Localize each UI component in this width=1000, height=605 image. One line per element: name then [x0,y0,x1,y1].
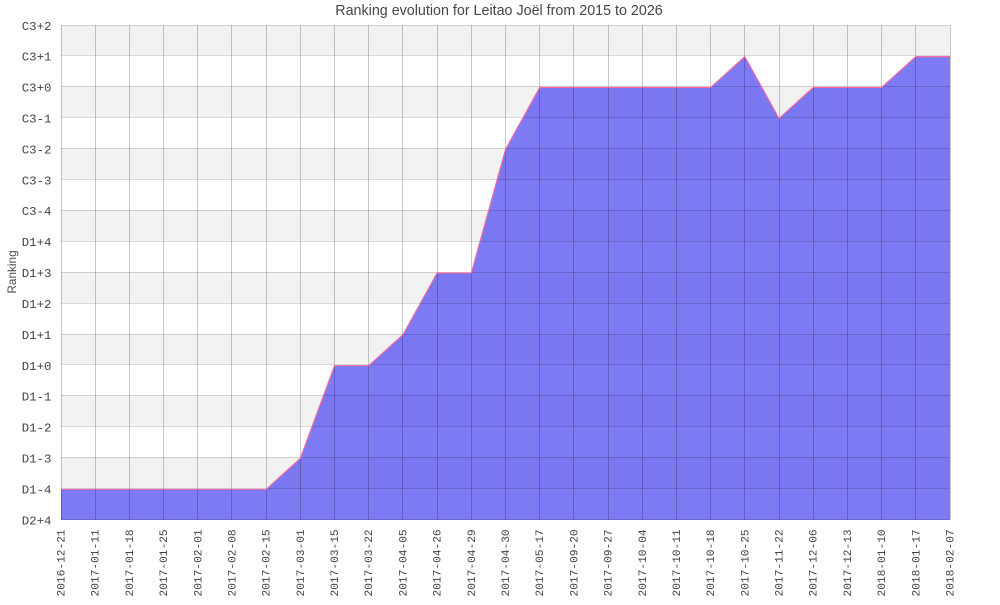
svg-text:2018-01-17: 2018-01-17 [911,529,923,596]
svg-text:2017-10-04: 2017-10-04 [638,529,650,596]
svg-text:2017-02-15: 2017-02-15 [262,529,274,596]
svg-text:2017-01-25: 2017-01-25 [159,529,171,596]
svg-text:2017-12-13: 2017-12-13 [843,529,855,596]
svg-text:2017-09-20: 2017-09-20 [569,529,581,596]
svg-text:2017-04-26: 2017-04-26 [433,529,445,596]
svg-text:2018-02-07: 2018-02-07 [946,529,958,596]
svg-text:2017-03-15: 2017-03-15 [330,529,342,596]
svg-text:C3+1: C3+1 [22,51,52,65]
svg-text:D1-3: D1-3 [22,453,52,467]
svg-text:2017-04-30: 2017-04-30 [501,529,513,596]
svg-text:D1+0: D1+0 [22,360,52,374]
svg-text:Ranking: Ranking [5,250,19,293]
svg-text:2017-05-17: 2017-05-17 [535,529,547,596]
svg-text:C3-2: C3-2 [22,143,52,157]
svg-text:2017-04-05: 2017-04-05 [398,529,410,596]
svg-text:D2+4: D2+4 [22,514,52,528]
svg-text:D1-1: D1-1 [22,391,52,405]
svg-text:2017-01-11: 2017-01-11 [91,529,103,596]
svg-text:C3+2: C3+2 [22,20,52,34]
svg-text:2017-11-22: 2017-11-22 [775,529,787,596]
svg-text:2017-02-01: 2017-02-01 [193,529,205,596]
svg-text:2017-10-25: 2017-10-25 [740,529,752,596]
svg-text:2017-03-22: 2017-03-22 [364,529,376,596]
svg-text:C3-3: C3-3 [22,174,52,188]
svg-text:D1+1: D1+1 [22,329,52,343]
svg-text:2017-03-01: 2017-03-01 [296,529,308,596]
svg-text:2016-12-21: 2016-12-21 [57,529,69,596]
svg-text:C3-4: C3-4 [22,205,52,219]
svg-text:2017-10-11: 2017-10-11 [672,529,684,596]
svg-text:D1+2: D1+2 [22,298,52,312]
svg-text:2017-09-27: 2017-09-27 [604,529,616,596]
svg-text:2017-04-29: 2017-04-29 [467,529,479,596]
svg-text:2017-01-18: 2017-01-18 [125,529,137,596]
svg-text:D1-4: D1-4 [22,483,52,497]
svg-text:D1-2: D1-2 [22,422,52,436]
svg-text:2018-01-10: 2018-01-10 [877,529,889,596]
svg-text:C3-1: C3-1 [22,113,52,127]
svg-text:2017-12-06: 2017-12-06 [809,529,821,596]
svg-text:2017-10-18: 2017-10-18 [706,529,718,596]
svg-text:C3+0: C3+0 [22,82,52,96]
svg-text:D1+3: D1+3 [22,267,52,281]
svg-text:Ranking evolution for Leitao J: Ranking evolution for Leitao Joël from 2… [335,3,663,19]
svg-text:D1+4: D1+4 [22,236,52,250]
svg-text:2017-02-08: 2017-02-08 [228,529,240,596]
